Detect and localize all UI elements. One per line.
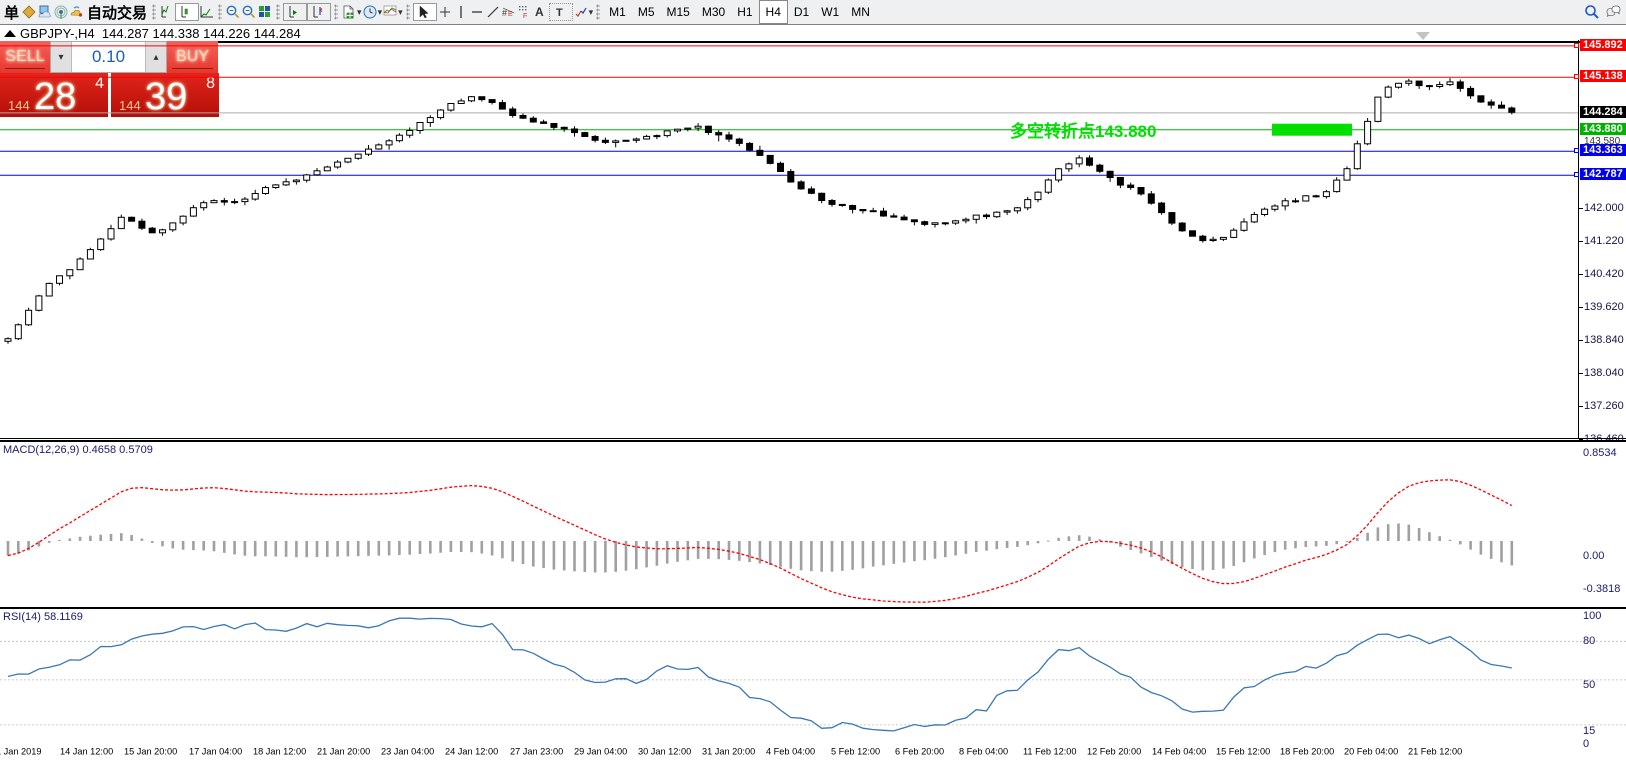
svg-text:F: F bbox=[523, 13, 527, 20]
svg-text:A: A bbox=[535, 5, 544, 19]
svg-text:多空转折点143.880: 多空转折点143.880 bbox=[1010, 121, 1156, 141]
svg-text:T: T bbox=[556, 7, 563, 19]
